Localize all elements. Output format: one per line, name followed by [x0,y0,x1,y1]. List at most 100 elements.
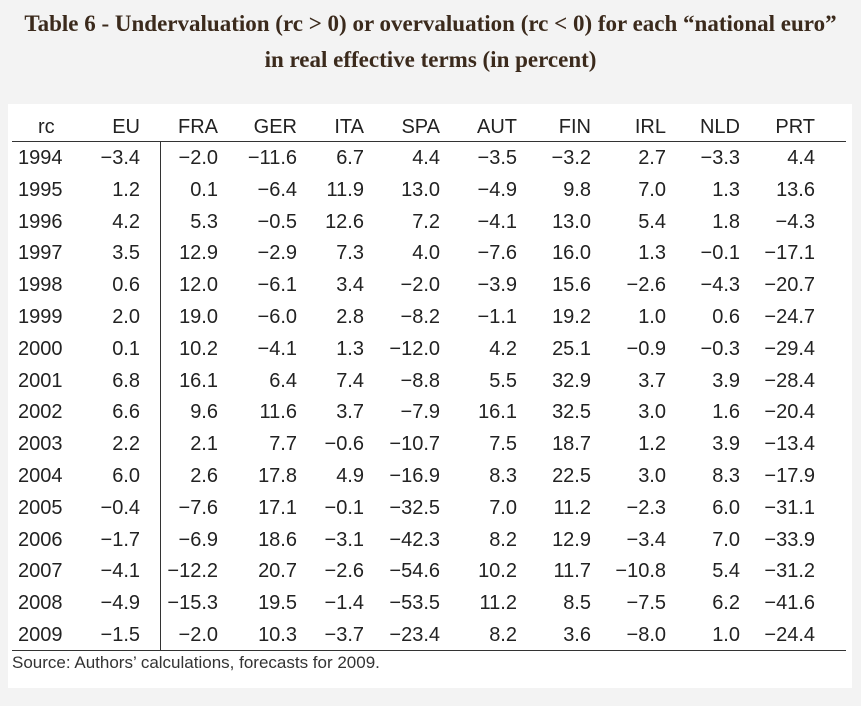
table-cell: 8.3 [712,465,740,487]
table-cell: −54.6 [389,560,440,583]
table-cell: −0.9 [626,337,666,360]
table-cell: 8.2 [489,528,517,551]
row-label: 2004 [18,465,63,487]
table-cell: 4.9 [336,465,364,487]
table-cell: −7.9 [400,401,440,424]
table-cell: −12.2 [167,560,218,583]
table-cell: 3.9 [712,433,740,456]
table-cell: 6.7 [336,147,364,169]
table-cell: 1.3 [638,242,666,265]
table-cell: 0.1 [112,337,140,360]
table-cell: −13.4 [764,433,815,456]
table-cell: −6.0 [257,306,297,328]
row-label: 2003 [18,433,63,456]
table-cell: −28.4 [764,369,815,392]
header-cell: FRA [178,116,218,138]
table-cell: 12.9 [552,528,591,551]
table-cell: −3.3 [700,147,740,169]
table-cell: 13.0 [552,210,591,233]
table-cell: −2.3 [626,496,666,519]
table-cell: −33.9 [764,528,815,551]
table-cell: 11.9 [326,178,364,201]
table-cell: −2.6 [626,274,666,297]
header-cell: rc [38,116,55,138]
table-cell: 2.8 [336,306,364,328]
table-cell: −24.4 [764,624,815,646]
table-cell: 3.6 [563,624,591,646]
header-cell: NLD [699,116,740,138]
table-cell: 5.4 [638,210,666,233]
table-cell: 32.5 [552,401,591,424]
table-cell: 11.7 [553,560,591,583]
table-cell: −6.9 [178,528,218,551]
table-cell: −0.1 [324,496,364,519]
table-cell: 3.5 [112,242,140,265]
table-cell: −31.2 [764,560,815,583]
table-cell: −17.1 [764,242,815,265]
table-cell: 8.2 [489,624,517,646]
table-cell: −10.7 [389,433,440,456]
table-cell: 6.8 [112,369,140,392]
table-cell: −3.4 [626,528,666,551]
table-cell: −0.4 [100,496,140,519]
table-cell: 4.0 [412,242,440,265]
table-cell: −11.6 [247,147,297,169]
row-label: 1995 [18,178,63,201]
table-cell: 3.7 [336,401,364,424]
table-cell: 2.1 [190,433,218,456]
table-cell: −3.4 [100,147,140,169]
table-cell: 16.1 [478,401,517,424]
table-cell: 8.5 [563,592,591,615]
table-cell: 7.0 [638,178,666,201]
table-cell: −0.3 [700,337,740,360]
table-cell: −3.5 [477,147,517,169]
table-cell: 11.2 [479,592,517,615]
header-cell: SPA [401,116,440,138]
header-cell: IRL [634,116,666,138]
table-title: Table 6 - Undervaluation (rc > 0) or ove… [24,11,837,72]
table-cell: −53.5 [389,592,440,615]
table-cell: −2.0 [178,147,218,169]
table-cell: 5.3 [190,210,218,233]
table-cell: 17.1 [258,496,297,519]
table-cell: −42.3 [389,528,440,551]
table-cell: −1.5 [100,624,140,646]
table-cell: −31.1 [764,496,815,519]
table-cell: 1.6 [712,401,740,424]
table-cell: 3.9 [712,369,740,392]
row-label: 2001 [18,369,63,392]
header-cell: EU [112,116,140,138]
table-cell: −2.0 [400,274,440,297]
table-cell: −23.4 [389,624,440,646]
table-cell: 7.0 [712,528,740,551]
table-cell: −4.3 [700,274,740,297]
row-label: 2006 [18,528,63,551]
table-cell: 6.4 [269,369,297,392]
table-cell: −4.1 [477,210,517,233]
table-cell: 3.4 [336,274,364,297]
table-cell: 13.6 [776,178,815,201]
table-cell: 6.0 [712,496,740,519]
table-cell: −3.7 [324,624,364,646]
table-cell: −24.7 [764,306,815,328]
table-cell: 7.7 [269,433,297,456]
table-cell: −7.5 [626,592,666,615]
row-label: 2000 [18,337,63,360]
table-cell: −2.0 [178,624,218,646]
table-cell: −12.0 [389,337,440,360]
table-cell: 7.5 [489,433,517,456]
table-cell: 5.4 [712,560,740,583]
table-cell: −4.3 [775,210,815,233]
table-cell: 32.9 [552,369,591,392]
table-cell: 5.5 [489,369,517,392]
row-label: 1996 [18,210,63,233]
table-cell: 18.7 [552,433,591,456]
table-cell: 2.6 [190,465,218,487]
table-cell: 0.6 [712,306,740,328]
table-cell: −0.1 [700,242,740,265]
table-cell: −15.3 [167,592,218,615]
table-cell: 9.6 [190,401,218,424]
table-cell: 16.0 [552,242,591,265]
table-cell: −2.9 [257,242,297,265]
